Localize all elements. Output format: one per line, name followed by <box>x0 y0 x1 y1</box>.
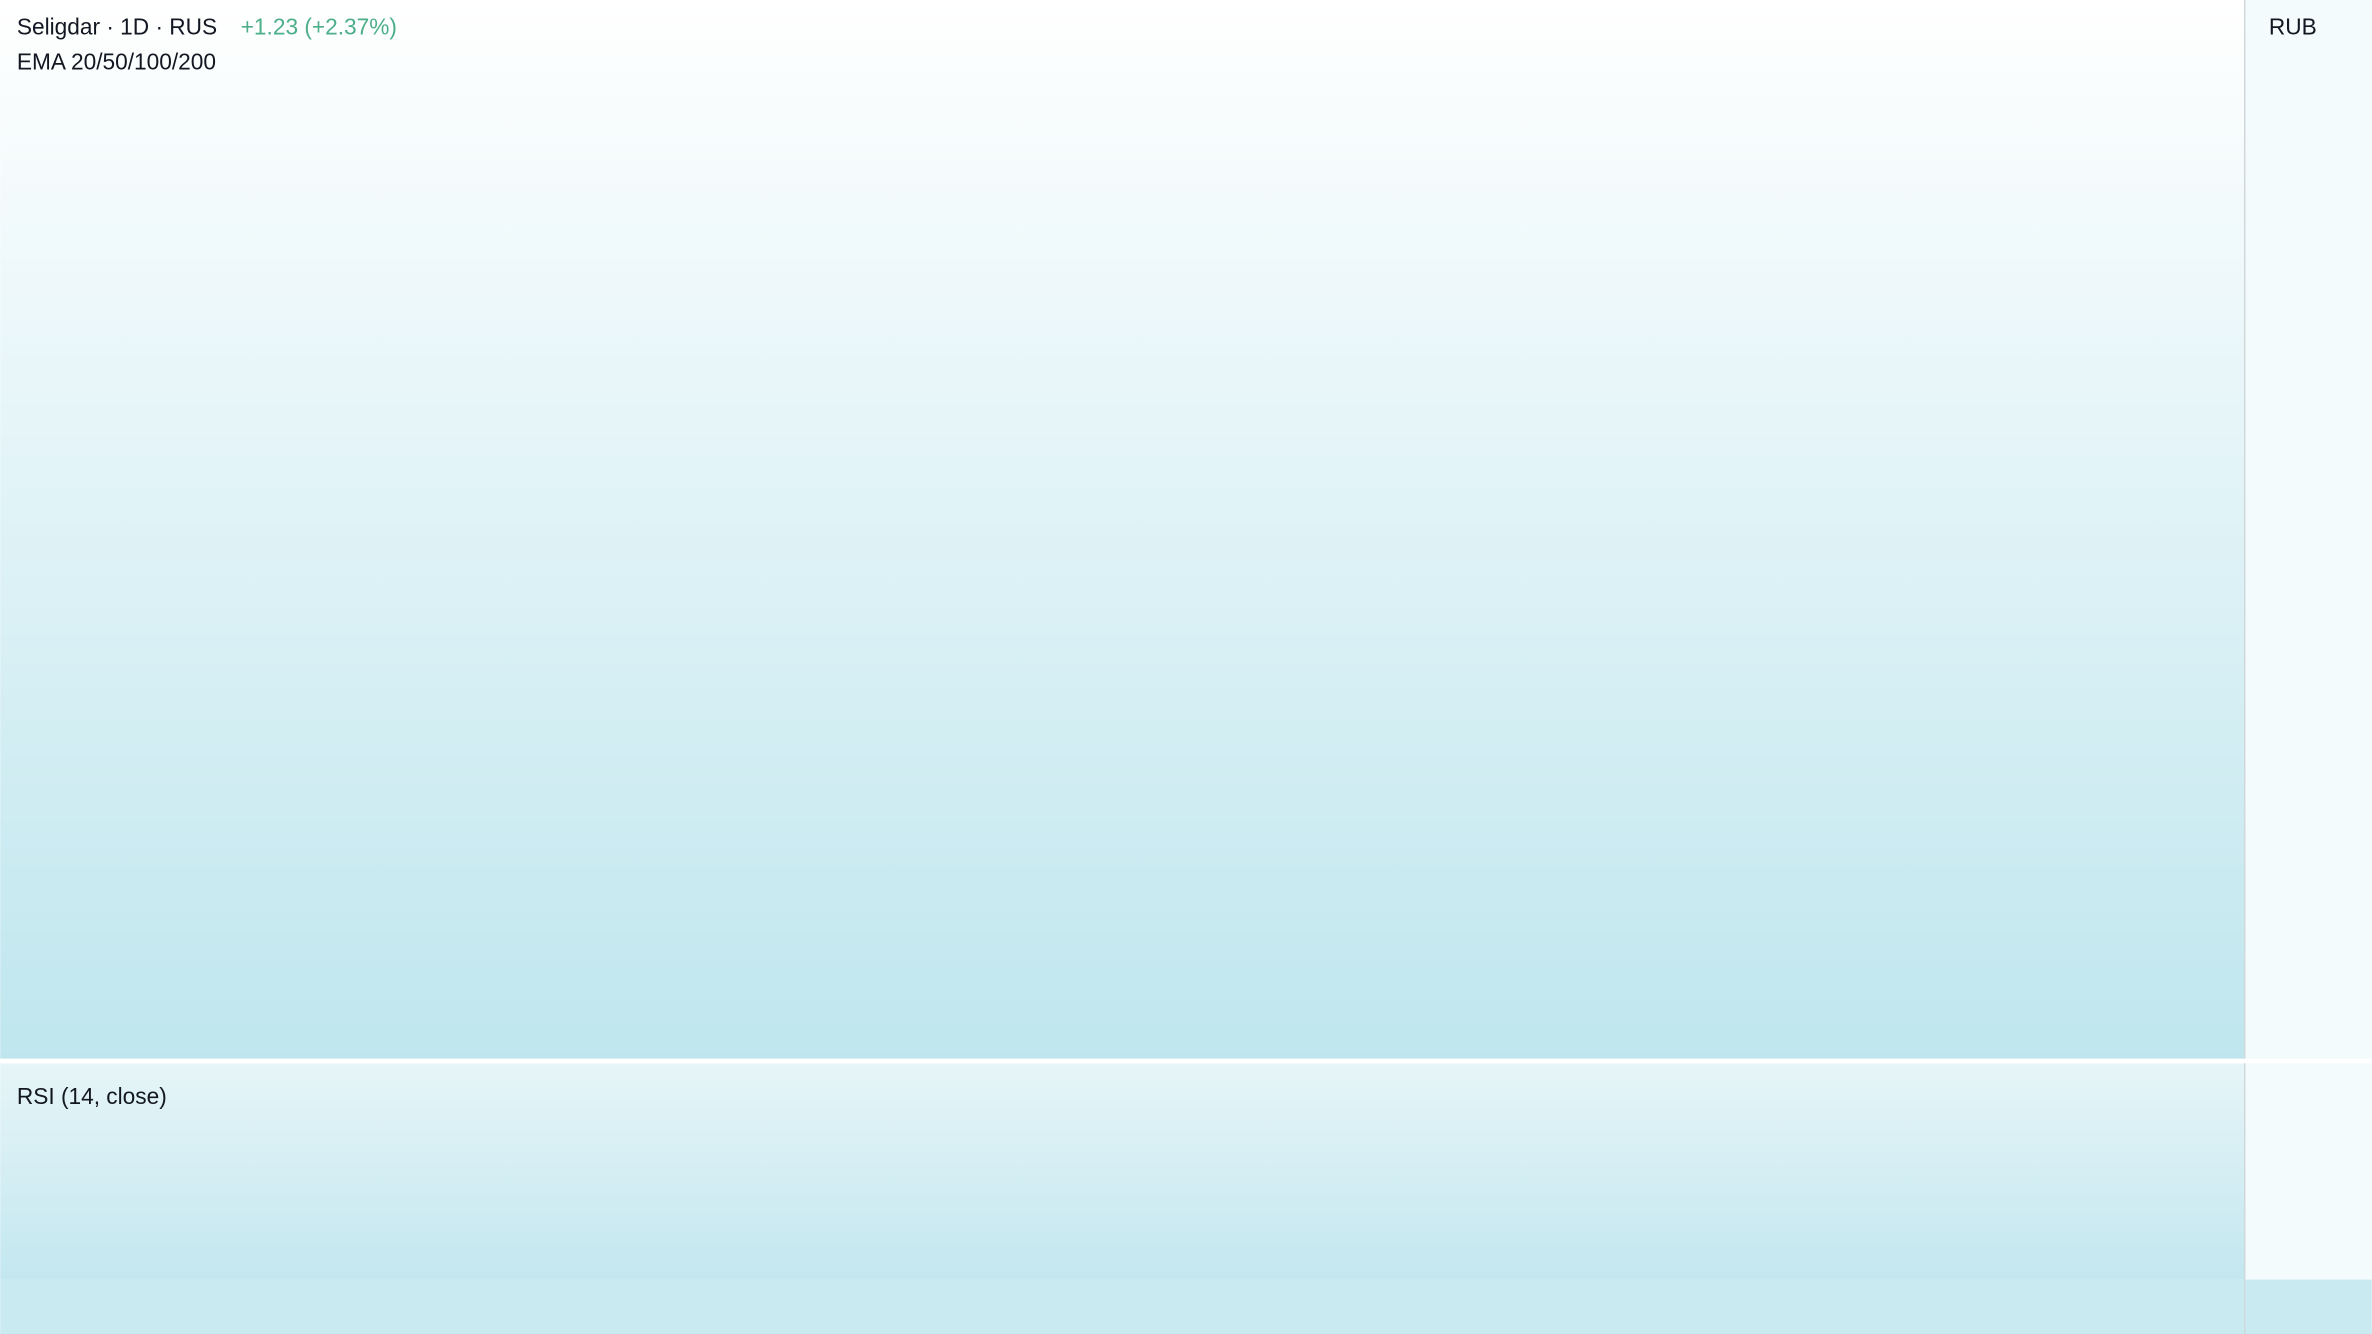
chart-title: Seligdar · 1D · RUS <box>17 14 217 40</box>
indicator-name: EMA 20/50/100/200 <box>17 49 216 75</box>
currency: RUB <box>2269 14 2317 40</box>
time-axis <box>0 1279 2372 1334</box>
price-pane <box>0 0 2245 1059</box>
rsi-pane <box>0 1063 2245 1280</box>
price-change: +1.23 (+2.37%) <box>241 14 397 40</box>
price-axis <box>2244 0 2372 1280</box>
rsi-name: RSI (14, close) <box>17 1083 167 1109</box>
